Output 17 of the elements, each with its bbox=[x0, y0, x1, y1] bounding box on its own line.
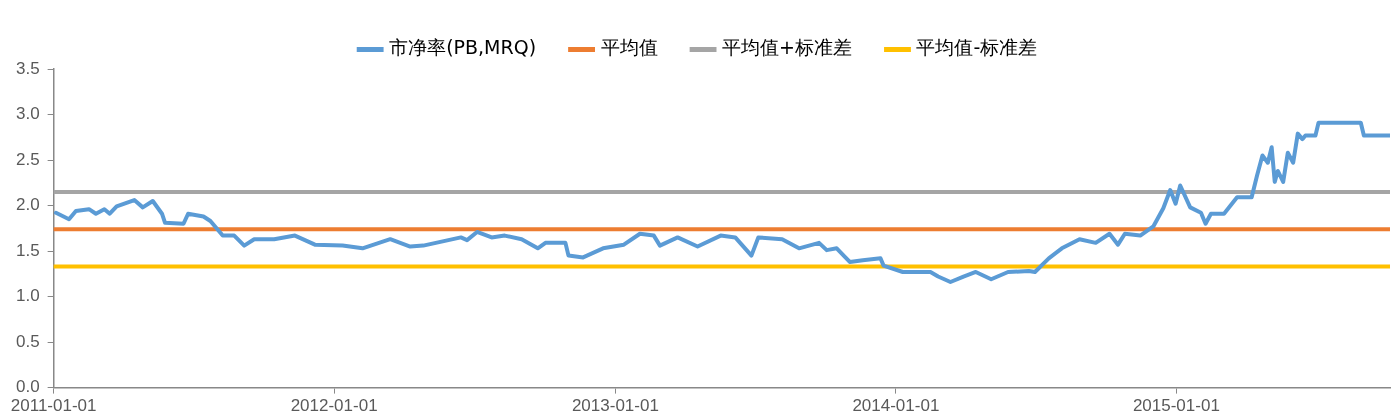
y-tick-label: 2.5 bbox=[15, 149, 40, 169]
x-tick-label: 2015-01-01 bbox=[1132, 396, 1220, 416]
y-tick-label: 0.5 bbox=[15, 331, 40, 351]
y-tick-label: 3.0 bbox=[15, 104, 40, 124]
y-tick-label: 2.0 bbox=[15, 195, 40, 215]
legend-label: 平均值+标准差 bbox=[722, 36, 852, 59]
y-tick-label: 0.0 bbox=[15, 377, 40, 397]
legend-label: 平均值-标准差 bbox=[916, 36, 1038, 59]
x-tick-label: 2014-01-01 bbox=[852, 396, 940, 416]
y-tick-label: 1.0 bbox=[15, 286, 40, 306]
x-tick-label: 2013-01-01 bbox=[571, 396, 659, 416]
y-tick-label: 3.5 bbox=[15, 58, 40, 78]
legend-label: 平均值 bbox=[600, 36, 658, 59]
legend-label: 市净率(PB,MRQ) bbox=[389, 36, 537, 59]
x-tick-label: 2012-01-01 bbox=[290, 396, 378, 416]
x-tick-label: 2011-01-01 bbox=[10, 396, 97, 416]
y-tick-label: 1.5 bbox=[15, 240, 40, 260]
